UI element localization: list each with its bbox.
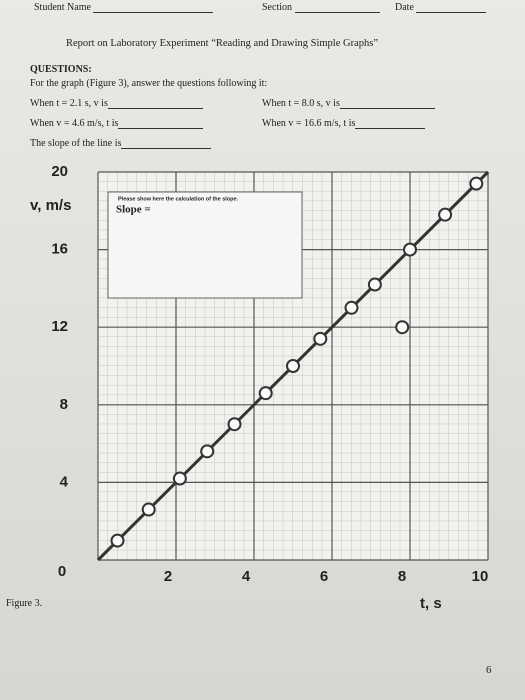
x-tick-label: 8 (398, 568, 406, 585)
label: Student Name (34, 2, 91, 13)
data-point (395, 320, 410, 335)
x-tick-label: 2 (164, 568, 172, 585)
question: When v = 4.6 m/s, t is (30, 118, 204, 129)
y-tick-label: 12 (51, 318, 68, 335)
slope-box-note: Please show here the calculation of the … (118, 196, 239, 202)
report-title: Report on Laboratory Experiment “Reading… (66, 38, 378, 49)
question-text: When v = 4.6 m/s, t is (30, 118, 119, 129)
question: When t = 8.0 s, v is (262, 98, 435, 109)
data-point (344, 300, 359, 315)
data-point (469, 176, 484, 191)
data-point (200, 444, 215, 459)
y-tick-label: 4 (60, 473, 69, 490)
question: When t = 2.1 s, v is (30, 98, 203, 109)
page-number: 6 (486, 664, 492, 676)
data-point (110, 533, 125, 548)
data-point (403, 242, 417, 257)
x-tick-label: 10 (472, 568, 489, 585)
x-tick-label: 6 (320, 568, 328, 585)
section-label: Section (262, 2, 380, 13)
data-point (172, 471, 187, 486)
y-tick-label: 8 (60, 396, 68, 413)
data-point (367, 277, 382, 292)
data-point (258, 386, 273, 401)
question-text: When v = 16.6 m/s, t is (262, 118, 356, 129)
question-text: The slope of the line is (30, 138, 122, 149)
data-point (141, 502, 156, 517)
question-text: When t = 2.1 s, v is (30, 98, 108, 109)
slope-label: Slope = (116, 204, 151, 216)
data-point (286, 359, 300, 373)
x-tick-label: 0 (58, 563, 66, 580)
data-point (438, 207, 453, 222)
question: When v = 16.6 m/s, t is (262, 118, 426, 129)
questions-heading: QUESTIONS: (30, 64, 92, 75)
x-axis-label: t, s (420, 595, 442, 612)
label: Date (395, 2, 414, 13)
x-tick-label: 4 (242, 568, 251, 585)
figure-caption: Figure 3. (6, 598, 43, 609)
label: Section (262, 2, 292, 13)
y-tick-label: 20 (51, 163, 68, 180)
data-point (227, 417, 242, 432)
y-axis-label: v, m/s (30, 197, 71, 214)
student-name-label: Student Name (34, 2, 214, 13)
question: The slope of the line is (30, 138, 212, 149)
y-tick-label: 16 (51, 241, 68, 258)
date-label: Date (395, 2, 487, 13)
data-point (313, 331, 328, 346)
slope-box (107, 191, 303, 299)
questions-intro: For the graph (Figure 3), answer the que… (30, 78, 268, 89)
question-text: When t = 8.0 s, v is (262, 98, 340, 109)
